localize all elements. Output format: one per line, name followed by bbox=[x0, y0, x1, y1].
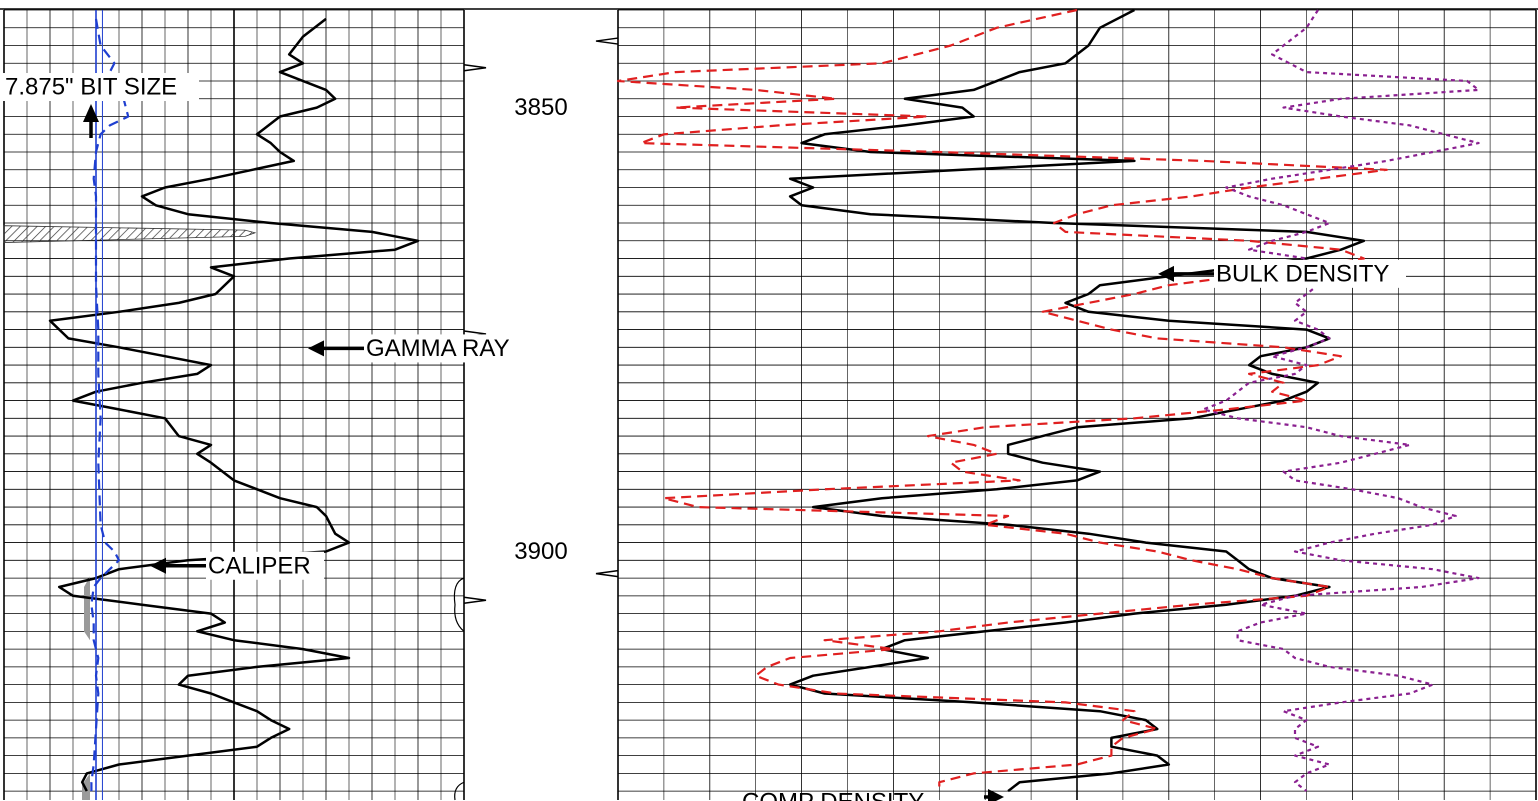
grey-shading bbox=[84, 576, 90, 641]
arrow-head bbox=[308, 340, 324, 357]
arrow-head bbox=[1158, 265, 1174, 282]
depth-label: 3900 bbox=[514, 538, 567, 565]
track-1-grid bbox=[3, 9, 465, 800]
depth-label: 3850 bbox=[514, 94, 567, 121]
bulk-density-curve bbox=[788, 8, 1366, 793]
gamma-ray-label: GAMMA RAY bbox=[366, 335, 510, 362]
grid bbox=[0, 8, 1538, 800]
bracket-mark bbox=[454, 781, 465, 801]
gamma-ray-curve bbox=[48, 17, 420, 792]
label-background bbox=[3, 73, 199, 102]
comp-density-curve bbox=[616, 8, 1388, 792]
arrow-head bbox=[988, 789, 1004, 801]
arrow-head bbox=[83, 104, 99, 122]
hatched-shading bbox=[3, 225, 257, 243]
caliper-label: CALIPER bbox=[208, 552, 311, 579]
arrow-head bbox=[150, 557, 166, 574]
bit-size-label: 7.875" BIT SIZE bbox=[5, 74, 177, 101]
fill-shading bbox=[3, 225, 257, 800]
depth-flag bbox=[595, 569, 619, 578]
curves bbox=[48, 8, 1480, 800]
caliper-curve bbox=[90, 18, 130, 792]
depth-labels: 3850 3900 bbox=[514, 94, 567, 565]
label-background bbox=[206, 551, 324, 580]
track-2-grid bbox=[617, 9, 1537, 800]
comp-density-label: COMP DENSITY bbox=[742, 789, 924, 801]
depth-flag bbox=[595, 37, 619, 45]
bulk-density-label: BULK DENSITY bbox=[1216, 260, 1389, 287]
depth-flag bbox=[463, 596, 487, 605]
label-background bbox=[1214, 259, 1406, 288]
bracket-mark bbox=[453, 577, 465, 632]
annotations: 7.875" BIT SIZE GAMMA RAY CALIPER BULK DENS… bbox=[3, 73, 1406, 801]
label-background bbox=[364, 334, 527, 363]
grey-shading bbox=[82, 773, 90, 800]
depth-markers bbox=[453, 37, 619, 801]
depth-flag bbox=[463, 63, 487, 72]
